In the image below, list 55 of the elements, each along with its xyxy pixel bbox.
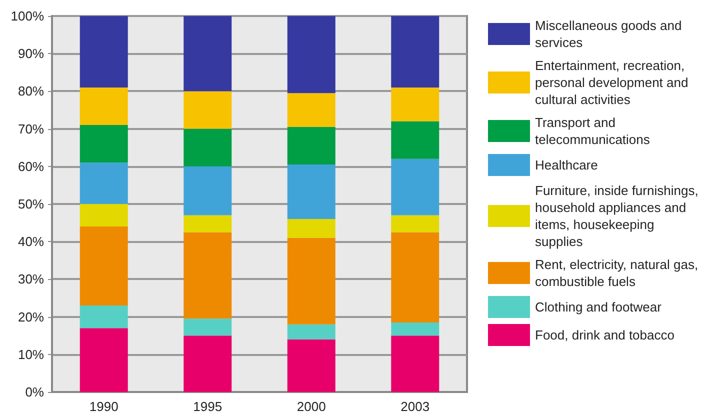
- y-tick-label: 70%: [18, 121, 44, 136]
- x-tick-label: 1995: [193, 399, 222, 414]
- bar: [184, 91, 232, 129]
- legend-label: Healthcare: [535, 158, 598, 172]
- bar: [391, 121, 440, 159]
- bar: [287, 219, 336, 238]
- bar: [184, 128, 232, 166]
- bar: [287, 339, 336, 392]
- bar: [80, 125, 128, 163]
- bar: [287, 16, 336, 94]
- bar: [184, 336, 232, 392]
- bar: [391, 232, 440, 322]
- y-tick-label: 20%: [18, 309, 44, 324]
- bar: [80, 204, 128, 227]
- x-tick-label: 2000: [296, 399, 326, 414]
- legend-label: Clothing and footwear: [535, 300, 662, 314]
- y-tick-label: 60%: [18, 158, 44, 174]
- legend-label: Rent, electricity, natural gas, combustible fuels: [535, 257, 702, 289]
- bar: [184, 16, 232, 92]
- x-tick-label: 2003: [400, 399, 430, 414]
- bar: [184, 166, 232, 216]
- legend-label: Food, drink and tobacco: [535, 328, 674, 342]
- bar: [80, 328, 128, 392]
- bar: [80, 16, 128, 88]
- bar: [391, 158, 440, 216]
- legend-label: Entertainment, recreation, personal development and cultural activities: [535, 58, 692, 107]
- bar: [287, 324, 336, 340]
- bar: [391, 16, 440, 88]
- bar: [287, 93, 336, 127]
- y-tick-label: 40%: [18, 234, 44, 250]
- bar: [80, 162, 128, 204]
- y-tick-label: 80%: [18, 84, 44, 99]
- bar: [184, 318, 232, 336]
- y-tick-label: 100%: [10, 8, 44, 24]
- y-tick-label: 10%: [18, 346, 44, 362]
- bar: [184, 232, 232, 319]
- x-tick-label: 1990: [89, 399, 118, 414]
- bar: [391, 336, 440, 392]
- legend-label: Furniture, inside furnishings, household appliances and items, housekeeping supplies: [535, 183, 702, 249]
- bar: [391, 87, 440, 122]
- y-tick-label: 30%: [18, 272, 44, 287]
- bar: [287, 238, 336, 324]
- bar: [391, 215, 440, 232]
- y-tick-label: 50%: [18, 196, 44, 212]
- y-tick-label: 90%: [18, 46, 44, 62]
- bar: [80, 306, 128, 328]
- y-tick-label: 0%: [25, 384, 44, 400]
- bar: [80, 87, 128, 126]
- bar: [391, 322, 440, 336]
- legend-label: Miscellaneous goods and services: [535, 18, 686, 50]
- bar: [184, 215, 232, 232]
- bar: [287, 164, 336, 220]
- bar: [80, 226, 128, 306]
- bar: [287, 126, 336, 165]
- legend-label: Transport and telecommunications: [535, 115, 650, 147]
